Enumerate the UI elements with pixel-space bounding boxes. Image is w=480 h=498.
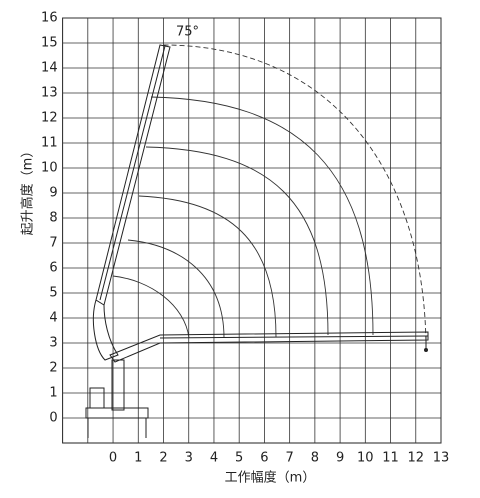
x-tick-label: 10 xyxy=(357,451,374,466)
reach-arc xyxy=(145,146,329,336)
base xyxy=(85,407,149,419)
reach-arc xyxy=(112,275,190,339)
y-tick-label: 12 xyxy=(41,111,58,126)
y-tick-label: 1 xyxy=(49,386,57,401)
x-axis-label: 工作幅度（m） xyxy=(225,470,316,486)
x-tick-label: 13 xyxy=(433,451,450,466)
y-tick-label: 14 xyxy=(41,61,58,76)
y-tick-label: 2 xyxy=(49,361,57,376)
reach-arc xyxy=(163,44,427,351)
x-tick-label: 0 xyxy=(109,451,117,466)
y-tick-label: 4 xyxy=(49,311,57,326)
x-tick-label: 6 xyxy=(260,451,268,466)
boom xyxy=(95,44,171,306)
x-tick-label: 2 xyxy=(159,451,167,466)
crane-diagram xyxy=(85,44,429,438)
y-tick-label: 11 xyxy=(41,136,58,151)
x-tick-label: 12 xyxy=(407,451,424,466)
annotation: 75° xyxy=(176,25,199,40)
reach-arc xyxy=(138,195,277,338)
x-tick-label: 9 xyxy=(336,451,344,466)
y-tick-label: 13 xyxy=(41,86,58,101)
reach-arc xyxy=(150,96,374,336)
x-tick-label: 8 xyxy=(311,451,319,466)
x-tick-label: 11 xyxy=(382,451,399,466)
plot-frame xyxy=(62,17,442,444)
cab xyxy=(89,387,105,409)
retracted-boom xyxy=(159,335,429,339)
y-tick-label: 9 xyxy=(49,186,57,201)
y-tick-label: 16 xyxy=(41,11,58,26)
y-tick-label: 15 xyxy=(41,36,58,51)
y-tick-label: 10 xyxy=(41,161,58,176)
y-tick-label: 6 xyxy=(49,261,57,276)
x-tick-label: 3 xyxy=(185,451,193,466)
x-tick-label: 5 xyxy=(235,451,243,466)
y-tick-label: 8 xyxy=(49,211,57,226)
y-tick-label: 7 xyxy=(49,236,57,251)
y-tick-label: 5 xyxy=(49,286,57,301)
x-tick-label: 7 xyxy=(285,451,293,466)
y-axis-label: 起升高度（m） xyxy=(20,145,36,236)
y-tick-label: 0 xyxy=(49,411,57,426)
y-tick-label: 3 xyxy=(49,336,57,351)
x-tick-label: 4 xyxy=(210,451,218,466)
hook xyxy=(424,348,428,352)
boom-base xyxy=(92,299,119,361)
x-tick-label: 1 xyxy=(134,451,142,466)
column xyxy=(111,359,125,411)
reach-arc xyxy=(127,239,225,339)
retracted-boom xyxy=(109,331,429,363)
boom xyxy=(99,45,166,301)
